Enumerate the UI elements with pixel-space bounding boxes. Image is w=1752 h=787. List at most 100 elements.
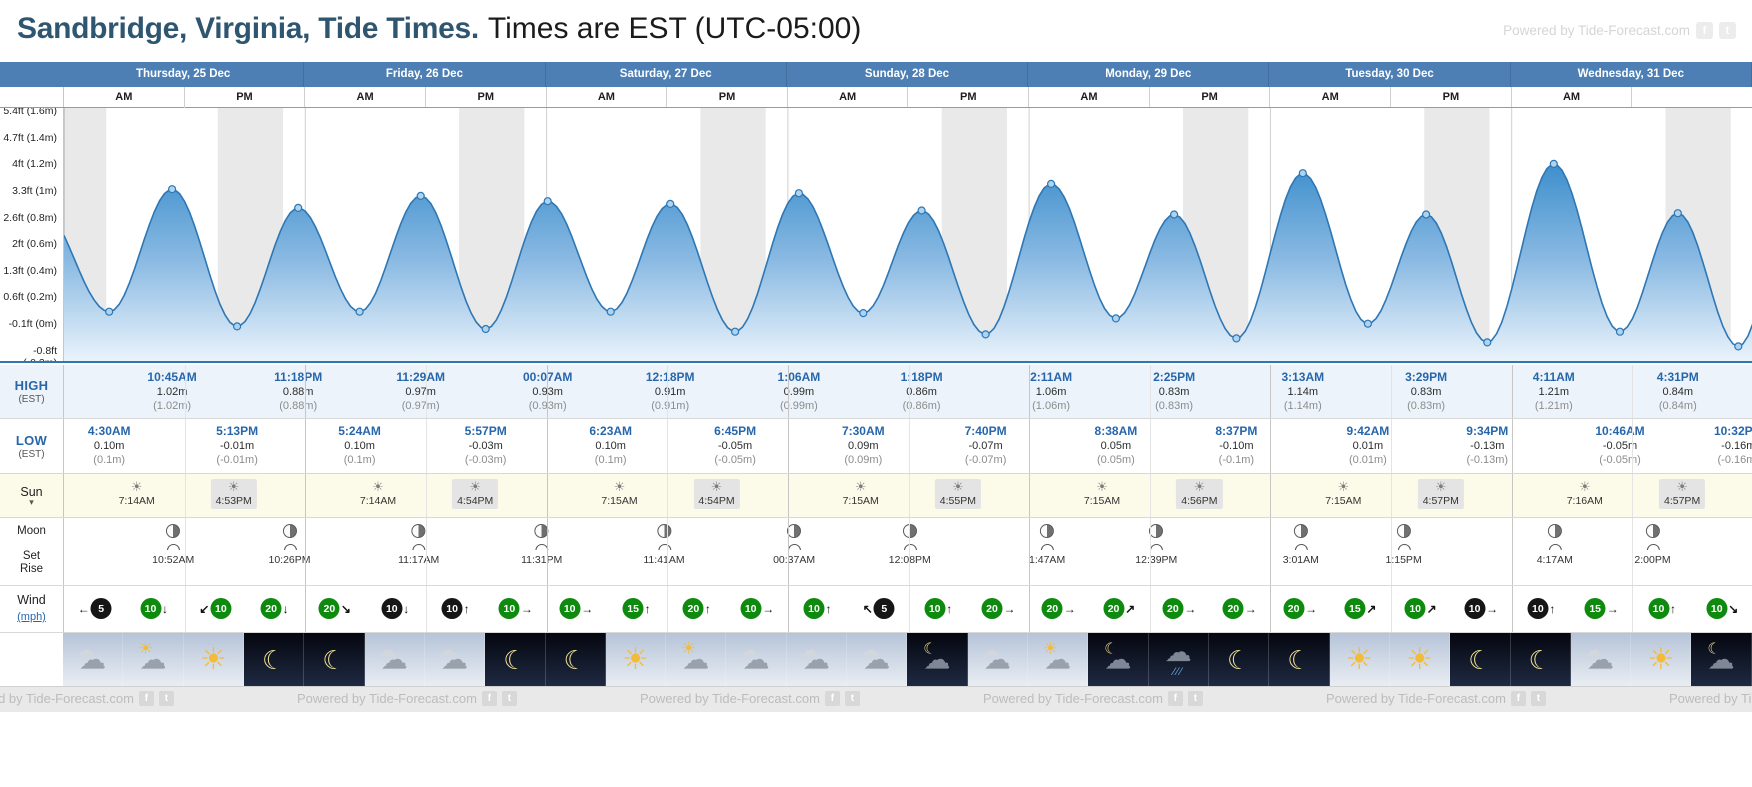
- cloud-icon: ☁: [802, 644, 830, 674]
- sunrise-icon: ☀: [1578, 479, 1591, 494]
- tide-height-datum: (-0.13m): [1466, 454, 1509, 467]
- tide-height: 1.21m: [1538, 386, 1570, 399]
- moon-icon: ☾: [1104, 640, 1118, 658]
- moon-rise-time: 1:47AM: [1029, 554, 1066, 566]
- moon-set-icon: [1645, 542, 1660, 550]
- cloud-icon: ☁: [1586, 644, 1614, 674]
- sunset-day0: ☀ 4:53PM: [210, 479, 257, 509]
- day-separator: [305, 419, 307, 473]
- sunset-day3: ☀ 4:55PM: [934, 479, 981, 509]
- cloud-icon: ☁: [1044, 644, 1072, 674]
- wind-unit-link[interactable]: (mph): [17, 611, 46, 623]
- moon-set-time: 12:08PM: [888, 554, 931, 566]
- ampm-cell-2-am: AM: [547, 87, 668, 107]
- tide-height-datum: (0.1m): [343, 454, 376, 467]
- moonrise-label: Rise: [19, 563, 43, 575]
- sunset-time: 4:54PM: [698, 494, 735, 507]
- footer-share-twitter-icon[interactable]: t: [501, 691, 517, 706]
- sunset-icon: ☀: [1193, 479, 1206, 494]
- powered-by-link[interactable]: Powered by Tide-Forecast.com: [1503, 23, 1690, 38]
- weather-tile-20-moon: ☾: [1269, 633, 1330, 686]
- sunrise-icon: ☀: [613, 479, 626, 494]
- moon-set-time: 2:00PM: [1634, 554, 1671, 566]
- sunset-icon: ☀: [952, 479, 964, 494]
- wind-row-header: Wind (mph): [0, 586, 63, 632]
- moon-phase-icon: [1293, 524, 1308, 538]
- wind-direction-icon: ↘: [340, 601, 351, 616]
- half-day-separator: [1149, 518, 1151, 585]
- footer-share-twitter-icon[interactable]: t: [1530, 691, 1546, 706]
- wind-speed-badge: 15: [1584, 598, 1606, 619]
- footer-powered-by-link[interactable]: Powered by Tide-Forecast.com: [1326, 691, 1506, 706]
- low-tide-event-day2: 6:45PM -0.05m (-0.05m): [697, 424, 773, 468]
- low-tide-event-day4: 8:38AM 0.05m (0.05m): [1078, 424, 1154, 468]
- wind-direction-icon: ↖: [862, 601, 873, 616]
- half-day-separator: [1149, 365, 1151, 418]
- wind-direction-icon: →: [520, 601, 533, 616]
- sunrise-icon: ☀: [372, 479, 384, 494]
- sun-icon: ☀: [199, 642, 227, 676]
- tide-time: 4:11AM: [1532, 370, 1575, 384]
- half-day-separator: [184, 518, 186, 585]
- weather-tile-13-clouds: ☁ ☁: [847, 633, 908, 686]
- sun-icon: ☀: [622, 642, 649, 676]
- ampm-cell-5-am: AM: [1270, 87, 1392, 107]
- footer-powered-by-link[interactable]: Powered by Tide-Forecast.com: [1669, 691, 1752, 706]
- footer-share-facebook-icon[interactable]: f: [481, 691, 497, 706]
- footer-share-facebook-icon[interactable]: f: [138, 691, 154, 706]
- cloud-icon: ☁: [79, 644, 107, 674]
- tide-height: 0.97m: [405, 386, 436, 399]
- tide-height-datum: (0.93m): [528, 400, 567, 413]
- y-axis-label-5: 2ft (0.6m): [12, 238, 57, 251]
- wind-cells: ← 5 10 ↓ ↙ 10 20 ↓ 20 ↘ 10 ↓ 10 ↑ 10 → 10 → 15 ↑ 20 ↑ 10 → 10 ↑ ↖ 5…: [63, 586, 1752, 632]
- wind-day3-q2: 10 ↑: [924, 598, 953, 619]
- wind-speed-badge: 10: [140, 598, 161, 619]
- wind-day0-q0: ← 5: [77, 598, 112, 619]
- wind-speed-badge: 20: [981, 598, 1003, 619]
- footer-share-twitter-icon[interactable]: t: [158, 691, 174, 706]
- tide-height: -0.01m: [219, 440, 255, 453]
- tide-height: 0.10m: [93, 440, 125, 453]
- half-day-separator: [425, 518, 427, 585]
- low-tide-event-day3: 7:40PM -0.07m (-0.07m): [948, 424, 1024, 468]
- cloud-icon: ☁: [1104, 644, 1132, 674]
- cloud-icon: ☁: [75, 639, 95, 661]
- half-day-separator: [1391, 419, 1393, 473]
- tide-time: 00:07AM: [523, 370, 573, 384]
- y-axis-label-7: 0.6ft (0.2m): [3, 291, 57, 304]
- footer-share-twitter-icon[interactable]: t: [844, 691, 860, 706]
- ampm-cell-6-am: AM: [1512, 87, 1633, 107]
- footer-watermark-2: Powered by Tide-Forecast.com f t: [640, 691, 860, 706]
- footer-share-facebook-icon[interactable]: f: [824, 691, 840, 706]
- footer-share-facebook-icon[interactable]: f: [1167, 691, 1183, 706]
- footer-share-facebook-icon[interactable]: f: [1510, 691, 1526, 706]
- share-twitter-icon[interactable]: t: [1719, 22, 1736, 39]
- footer-powered-by-link[interactable]: Powered by Tide-Forecast.com: [297, 691, 477, 706]
- high-row-header: HIGH (EST): [0, 365, 63, 418]
- wind-day6-q3: 10 ↘: [1706, 598, 1739, 619]
- half-day-separator: [425, 365, 427, 418]
- sunrise-day0: ☀ 7:14AM: [114, 479, 160, 509]
- footer-share-twitter-icon[interactable]: t: [1187, 691, 1203, 706]
- half-day-separator: [908, 419, 910, 473]
- y-axis-label-4: 2.6ft (0.8m): [3, 211, 57, 224]
- footer-powered-by-link[interactable]: Powered by Tide-Forecast.com: [640, 691, 820, 706]
- weather-tile-15-clouds: ☁ ☁: [967, 633, 1028, 686]
- moon-rise-time: 3:01AM: [1282, 554, 1319, 566]
- weather-tile-7-moon: ☾: [485, 633, 546, 686]
- ampm-cell-4-pm: PM: [1150, 87, 1271, 107]
- tide-height: -0.05m: [1602, 440, 1638, 453]
- sunset-time: 4:57PM: [1664, 494, 1701, 507]
- wind-direction-icon: ↗: [1426, 601, 1437, 616]
- sunrise-icon: ☀: [130, 479, 143, 494]
- sun-icon: ☀: [1042, 638, 1058, 658]
- footer-powered-by-link[interactable]: Powered by Tide-Forecast.com: [983, 691, 1163, 706]
- moon-rise-time: 4:17AM: [1536, 554, 1573, 566]
- tide-time: 7:40PM: [964, 424, 1007, 438]
- share-facebook-icon[interactable]: f: [1696, 22, 1713, 39]
- tide-height: 0.99m: [783, 386, 815, 399]
- footer-powered-by-link[interactable]: Powered by Tide-Forecast.com: [0, 691, 134, 706]
- sun-expand-caret-icon[interactable]: ▾: [29, 496, 34, 507]
- moon-icon: ☾: [322, 644, 346, 675]
